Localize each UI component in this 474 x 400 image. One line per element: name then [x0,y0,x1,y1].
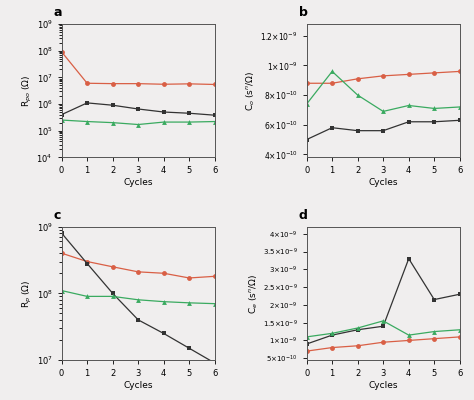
X-axis label: Cycles: Cycles [123,178,153,187]
X-axis label: Cycles: Cycles [123,381,153,390]
Y-axis label: C$_o$ (s$^n$/$\Omega$): C$_o$ (s$^n$/$\Omega$) [245,70,257,111]
X-axis label: Cycles: Cycles [368,178,398,187]
Y-axis label: R$_{po}$ ($\Omega$): R$_{po}$ ($\Omega$) [20,74,34,107]
Text: a: a [54,6,63,19]
X-axis label: Cycles: Cycles [368,381,398,390]
Text: c: c [54,209,61,222]
Y-axis label: R$_p$ ($\Omega$): R$_p$ ($\Omega$) [21,279,34,308]
Text: b: b [299,6,308,19]
Text: d: d [299,209,308,222]
Y-axis label: C$_e$ (s$^n$/$\Omega$): C$_e$ (s$^n$/$\Omega$) [247,273,260,314]
